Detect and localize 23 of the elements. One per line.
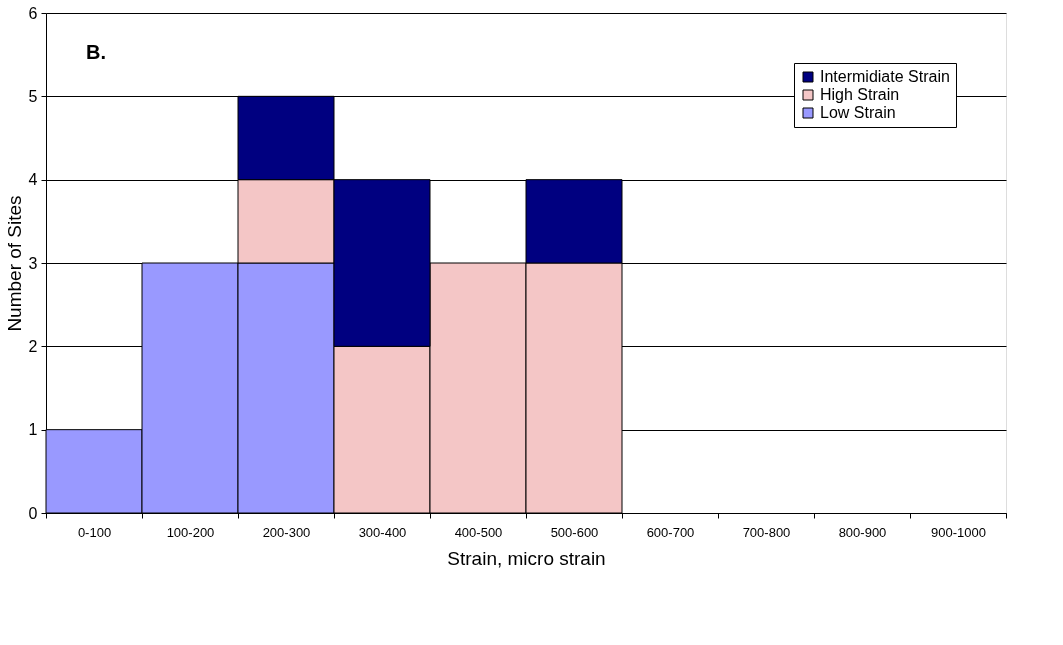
x-tick-label: 900-1000 xyxy=(931,524,986,540)
x-tick-label: 100-200 xyxy=(166,524,215,540)
legend-label: Low Strain xyxy=(820,104,896,121)
x-tick-label: 500-600 xyxy=(550,524,599,540)
x-tick-label: 800-900 xyxy=(838,524,887,540)
x-tick-label: 400-500 xyxy=(454,524,503,540)
x-tick-label: 600-700 xyxy=(646,524,695,540)
y-tick-label: 6 xyxy=(28,4,38,22)
y-tick-label: 5 xyxy=(28,87,38,105)
legend-label: Intermidiate Strain xyxy=(820,68,950,85)
y-tick-label: 1 xyxy=(28,421,38,439)
x-tick-label: 300-400 xyxy=(358,524,407,540)
y-tick-label: 0 xyxy=(28,504,38,522)
x-axis-title: Strain, micro strain xyxy=(447,547,606,569)
x-tick-label: 700-800 xyxy=(742,524,791,540)
y-tick-label: 3 xyxy=(28,254,38,272)
annotation: B. xyxy=(86,41,106,63)
x-tick-label: 0-100 xyxy=(77,524,112,540)
x-tick-label: 200-300 xyxy=(262,524,311,540)
y-axis-title: Number of Sites xyxy=(3,195,25,332)
y-tick-label: 2 xyxy=(28,337,38,355)
legend-label: High Strain xyxy=(820,86,900,103)
y-tick-label: 4 xyxy=(28,171,38,189)
